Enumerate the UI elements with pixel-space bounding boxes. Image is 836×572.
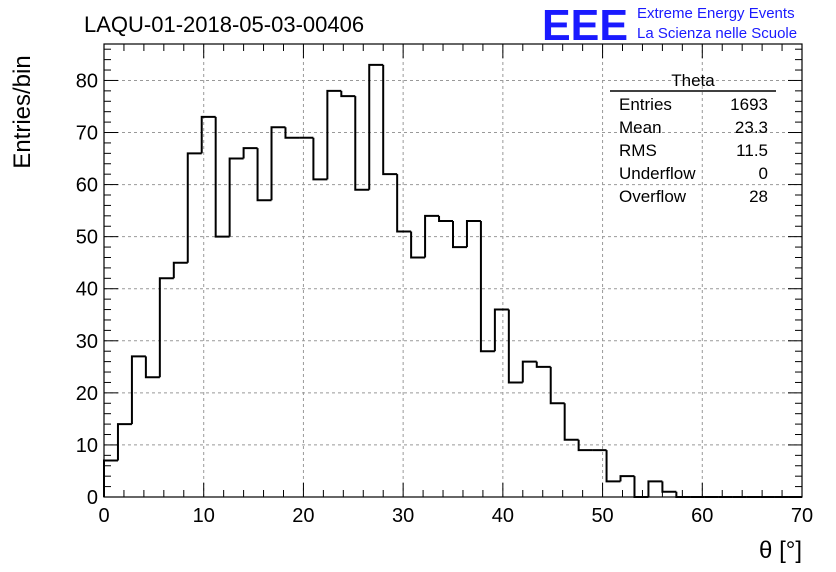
y-tick-label: 50 <box>76 227 98 249</box>
x-tick-label: 70 <box>791 505 813 527</box>
stats-label-mean: Mean <box>619 118 662 137</box>
logo-line-1: Extreme Energy Events <box>637 5 795 22</box>
histogram-bin <box>214 116 230 238</box>
histogram-bin <box>284 127 300 139</box>
x-tick-label: 60 <box>691 505 713 527</box>
histogram-bin <box>535 361 551 368</box>
histogram-bin <box>577 439 593 452</box>
histogram-bin <box>368 63 384 190</box>
histogram-bin <box>605 450 621 483</box>
x-tick-label: 0 <box>98 505 109 527</box>
stats-value-mean: 23.3 <box>735 118 768 137</box>
plot-frame <box>103 43 803 498</box>
stats-label-underflow: Underflow <box>619 164 696 183</box>
stats-label-overflow: Overflow <box>619 187 687 206</box>
histogram-bin <box>507 309 523 384</box>
histogram-bin <box>493 308 509 352</box>
histogram-bin <box>144 356 160 379</box>
histogram-bin <box>424 214 440 258</box>
chart-title: LAQU-01-2018-05-03-00406 <box>84 12 364 37</box>
stats-value-rms: 11.5 <box>736 141 768 160</box>
histogram-bin <box>326 89 342 180</box>
logo-mark: EEE <box>542 1 628 50</box>
stats-box: Theta Entries 1693 Mean 23.3 RMS 11.5 Un… <box>610 71 776 206</box>
stats-value-entries: 1693 <box>730 95 768 114</box>
logo-line-2: La Scienza nelle Scuole <box>637 25 797 42</box>
stats-title: Theta <box>671 71 715 90</box>
histogram-bin <box>172 261 188 279</box>
y-tick-label: 70 <box>76 123 98 145</box>
histogram-bin <box>452 221 467 249</box>
y-tick-label: 30 <box>76 331 98 353</box>
histogram-bin <box>270 126 286 201</box>
histogram-bin <box>396 174 412 233</box>
x-tick-label: 50 <box>591 505 613 527</box>
stats-value-overflow: 28 <box>749 187 768 206</box>
x-tick-label: 10 <box>193 505 215 527</box>
histogram-bin <box>549 366 565 405</box>
tick-labels: 0 10 20 30 40 50 60 70 0 10 20 30 40 50 60 70 80 <box>76 70 813 527</box>
histogram-bin <box>340 90 356 98</box>
x-axis-title: θ [°] <box>759 537 802 564</box>
histogram-bin <box>410 231 426 259</box>
histogram-bin <box>354 96 370 191</box>
histogram-bin <box>465 220 481 248</box>
histogram-bin <box>479 221 495 353</box>
histogram-bin <box>661 481 677 493</box>
y-tick-label: 10 <box>76 435 98 457</box>
histogram-bin <box>130 355 146 425</box>
histogram-bin <box>619 475 635 482</box>
y-tick-label: 40 <box>76 279 98 301</box>
histogram-bin <box>186 152 202 263</box>
y-tick-label: 80 <box>76 70 98 92</box>
histogram-bin <box>633 476 649 498</box>
y-tick-label: 0 <box>87 487 98 509</box>
histogram-bin <box>242 147 258 159</box>
histogram-bin <box>521 360 537 383</box>
histogram-bin <box>256 148 272 202</box>
histogram-bin <box>228 157 244 237</box>
x-tick-label: 40 <box>492 505 514 527</box>
histogram-bin <box>158 277 174 378</box>
histogram-bin <box>116 423 132 461</box>
x-tick-label: 20 <box>292 505 314 527</box>
y-tick-label: 20 <box>76 383 98 405</box>
histogram-bars <box>103 63 802 498</box>
histogram-bin <box>312 137 328 181</box>
histogram-bin <box>200 115 216 154</box>
axis-ticks <box>103 44 803 498</box>
y-tick-label: 60 <box>76 175 98 197</box>
stats-value-underflow: 0 <box>759 164 768 183</box>
x-tick-label: 30 <box>392 505 414 527</box>
histogram-bin <box>675 491 691 498</box>
grid-lines <box>104 44 802 497</box>
logo: EEE Extreme Energy Events La Scienza nel… <box>542 1 797 50</box>
histogram-bin <box>647 480 663 497</box>
stats-label-rms: RMS <box>619 141 657 160</box>
histogram-bin <box>563 403 579 441</box>
histogram-bin <box>382 64 398 176</box>
y-axis-title: Entries/bin <box>9 55 36 168</box>
histogram-bin <box>438 215 453 223</box>
stats-label-entries: Entries <box>619 95 672 114</box>
